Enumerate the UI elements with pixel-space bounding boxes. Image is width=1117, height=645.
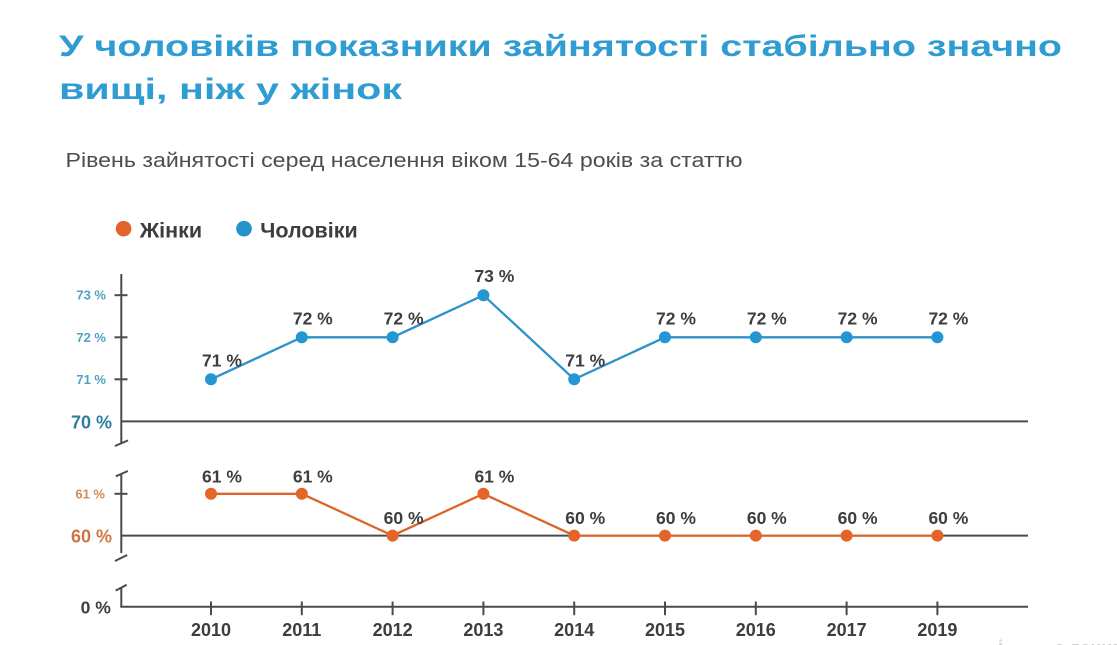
svg-text:2014: 2014 [554, 620, 594, 640]
svg-text:72 %: 72 % [656, 308, 696, 328]
svg-text:60 %: 60 % [656, 508, 696, 528]
svg-text:.: . [884, 637, 889, 645]
svg-text:60 %: 60 % [565, 508, 605, 528]
svg-text:61 %: 61 % [293, 466, 333, 486]
svg-text:60 %: 60 % [384, 508, 424, 528]
svg-text:72 %: 72 % [838, 308, 878, 328]
svg-text:з даними W: з даними W [1055, 638, 1117, 645]
svg-text:72 %: 72 % [747, 308, 787, 328]
svg-text:Чоловіки: Чоловіки [260, 219, 357, 243]
svg-text:60 %: 60 % [838, 508, 878, 528]
svg-text:У чоловіків показники зайнятос: У чоловіків показники зайнятості стабіль… [59, 30, 1062, 63]
svg-text:72 %: 72 % [928, 308, 968, 328]
svg-text:і: і [998, 637, 1003, 645]
svg-text:60 %: 60 % [71, 527, 112, 547]
svg-text:2012: 2012 [373, 620, 413, 640]
svg-text:72 %: 72 % [384, 308, 424, 328]
svg-text:71 %: 71 % [76, 372, 106, 387]
svg-text:71 %: 71 % [202, 350, 242, 370]
svg-text:Рівень зайнятості серед населе: Рівень зайнятості серед населення віком … [66, 149, 743, 172]
svg-text:61 %: 61 % [474, 466, 514, 486]
svg-text:2011: 2011 [282, 620, 321, 640]
svg-text:2016: 2016 [736, 620, 776, 640]
svg-text:2015: 2015 [645, 620, 685, 640]
svg-text:2013: 2013 [463, 620, 503, 640]
svg-text:61 %: 61 % [202, 466, 242, 486]
svg-text:2010: 2010 [191, 620, 231, 640]
svg-text:60 %: 60 % [747, 508, 787, 528]
svg-text:60 %: 60 % [928, 508, 968, 528]
svg-text:72 %: 72 % [293, 308, 333, 328]
svg-text:61 %: 61 % [75, 486, 105, 501]
svg-text:72 %: 72 % [76, 330, 106, 345]
svg-text:0 %: 0 % [81, 598, 112, 618]
svg-text:вищі, ніж у жінок: вищі, ніж у жінок [59, 73, 403, 106]
svg-text:2017: 2017 [827, 620, 867, 640]
svg-text:Жінки: Жінки [139, 219, 202, 243]
svg-text:73 %: 73 % [76, 288, 106, 303]
svg-text:73 %: 73 % [474, 266, 514, 286]
svg-text:70 %: 70 % [71, 412, 112, 432]
svg-text:71 %: 71 % [565, 350, 605, 370]
svg-text:2019: 2019 [917, 620, 957, 640]
